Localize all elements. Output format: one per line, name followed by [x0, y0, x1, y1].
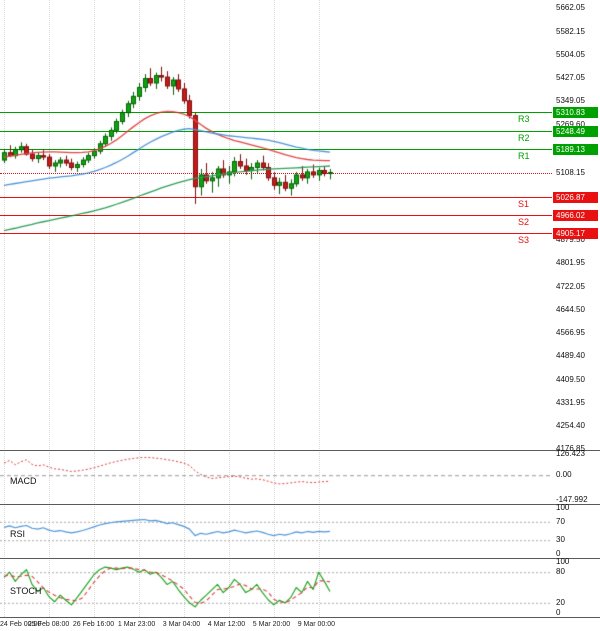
x-axis-label: 9 Mar 00:00 [297, 621, 336, 628]
rsi-axis-tick: 0 [556, 549, 561, 558]
resistance-label-r3: R3 [518, 114, 530, 125]
stoch-axis-tick: 0 [556, 608, 561, 617]
x-axis-label: 25 Feb 08:00 [28, 621, 70, 628]
current-price-label: 5108.15 [556, 167, 585, 177]
rsi-axis-tick: 100 [556, 503, 570, 512]
x-axis-label: 26 Feb 16:00 [72, 621, 115, 628]
price-axis-tick: 5269.60 [556, 119, 585, 129]
price-axis-tick: 4722.05 [556, 281, 585, 291]
price-axis-tick: 5427.05 [556, 72, 585, 82]
stoch-axis-tick: 100 [556, 557, 570, 566]
panel-separator [0, 558, 600, 559]
x-axis-label: 1 Mar 23:00 [117, 621, 156, 628]
price-axis-tick: 4176.85 [556, 443, 585, 453]
x-axis-label: 3 Mar 04:00 [162, 621, 201, 628]
macd-panel-label: MACD [10, 476, 37, 486]
price-axis-tick: 4409.50 [556, 374, 585, 384]
panel-separator [0, 504, 600, 505]
support-badge-s2: 4966.02 [553, 209, 598, 221]
price-axis-tick: 5662.05 [556, 3, 585, 13]
resistance-badge-r3: 5310.83 [553, 107, 598, 119]
support-badge-s1: 5026.87 [553, 191, 598, 203]
price-axis-tick: 5504.05 [556, 50, 585, 60]
macd-axis-tick: 126.423 [556, 449, 585, 458]
stoch-panel-label: STOCH [10, 586, 42, 596]
panel-separator [0, 617, 600, 618]
price-axis-tick: 4879.50 [556, 235, 585, 245]
resistance-badge-r2: 5248.49 [553, 125, 598, 137]
x-axis-label: 5 Mar 20:00 [252, 621, 291, 628]
resistance-label-r2: R2 [518, 132, 530, 143]
price-axis-tick: 4801.95 [556, 258, 585, 268]
resistance-badge-r1: 5189.13 [553, 143, 598, 155]
price-axis-tick: 4566.95 [556, 327, 585, 337]
price-axis-tick: 4331.95 [556, 397, 585, 407]
price-axis-tick: 4254.40 [556, 420, 585, 430]
rsi-panel-label: RSI [10, 529, 26, 539]
price-axis-tick: 5582.15 [556, 27, 585, 36]
stoch-axis-tick: 20 [556, 597, 565, 607]
stoch-axis-tick: 80 [556, 567, 565, 577]
rsi-axis-tick: 30 [556, 535, 565, 545]
support-badge-s3: 4905.17 [553, 227, 598, 239]
x-axis-label: 24 Feb 00:00 [0, 621, 42, 628]
resistance-label-r1: R1 [518, 150, 530, 161]
macd-axis-tick: 0.00 [556, 470, 572, 480]
price-axis-tick: 4644.50 [556, 304, 585, 314]
support-label-s2: S2 [518, 216, 530, 227]
support-label-s3: S3 [518, 234, 530, 245]
rsi-axis-tick: 70 [556, 516, 565, 526]
price-axis-tick: 4489.40 [556, 350, 585, 360]
macd-axis-tick: -147.992 [556, 495, 588, 504]
panel-separator [0, 450, 600, 451]
x-axis-label: 4 Mar 12:00 [207, 621, 246, 628]
price-axis-tick: 5349.05 [556, 96, 585, 106]
support-label-s1: S1 [518, 198, 530, 209]
